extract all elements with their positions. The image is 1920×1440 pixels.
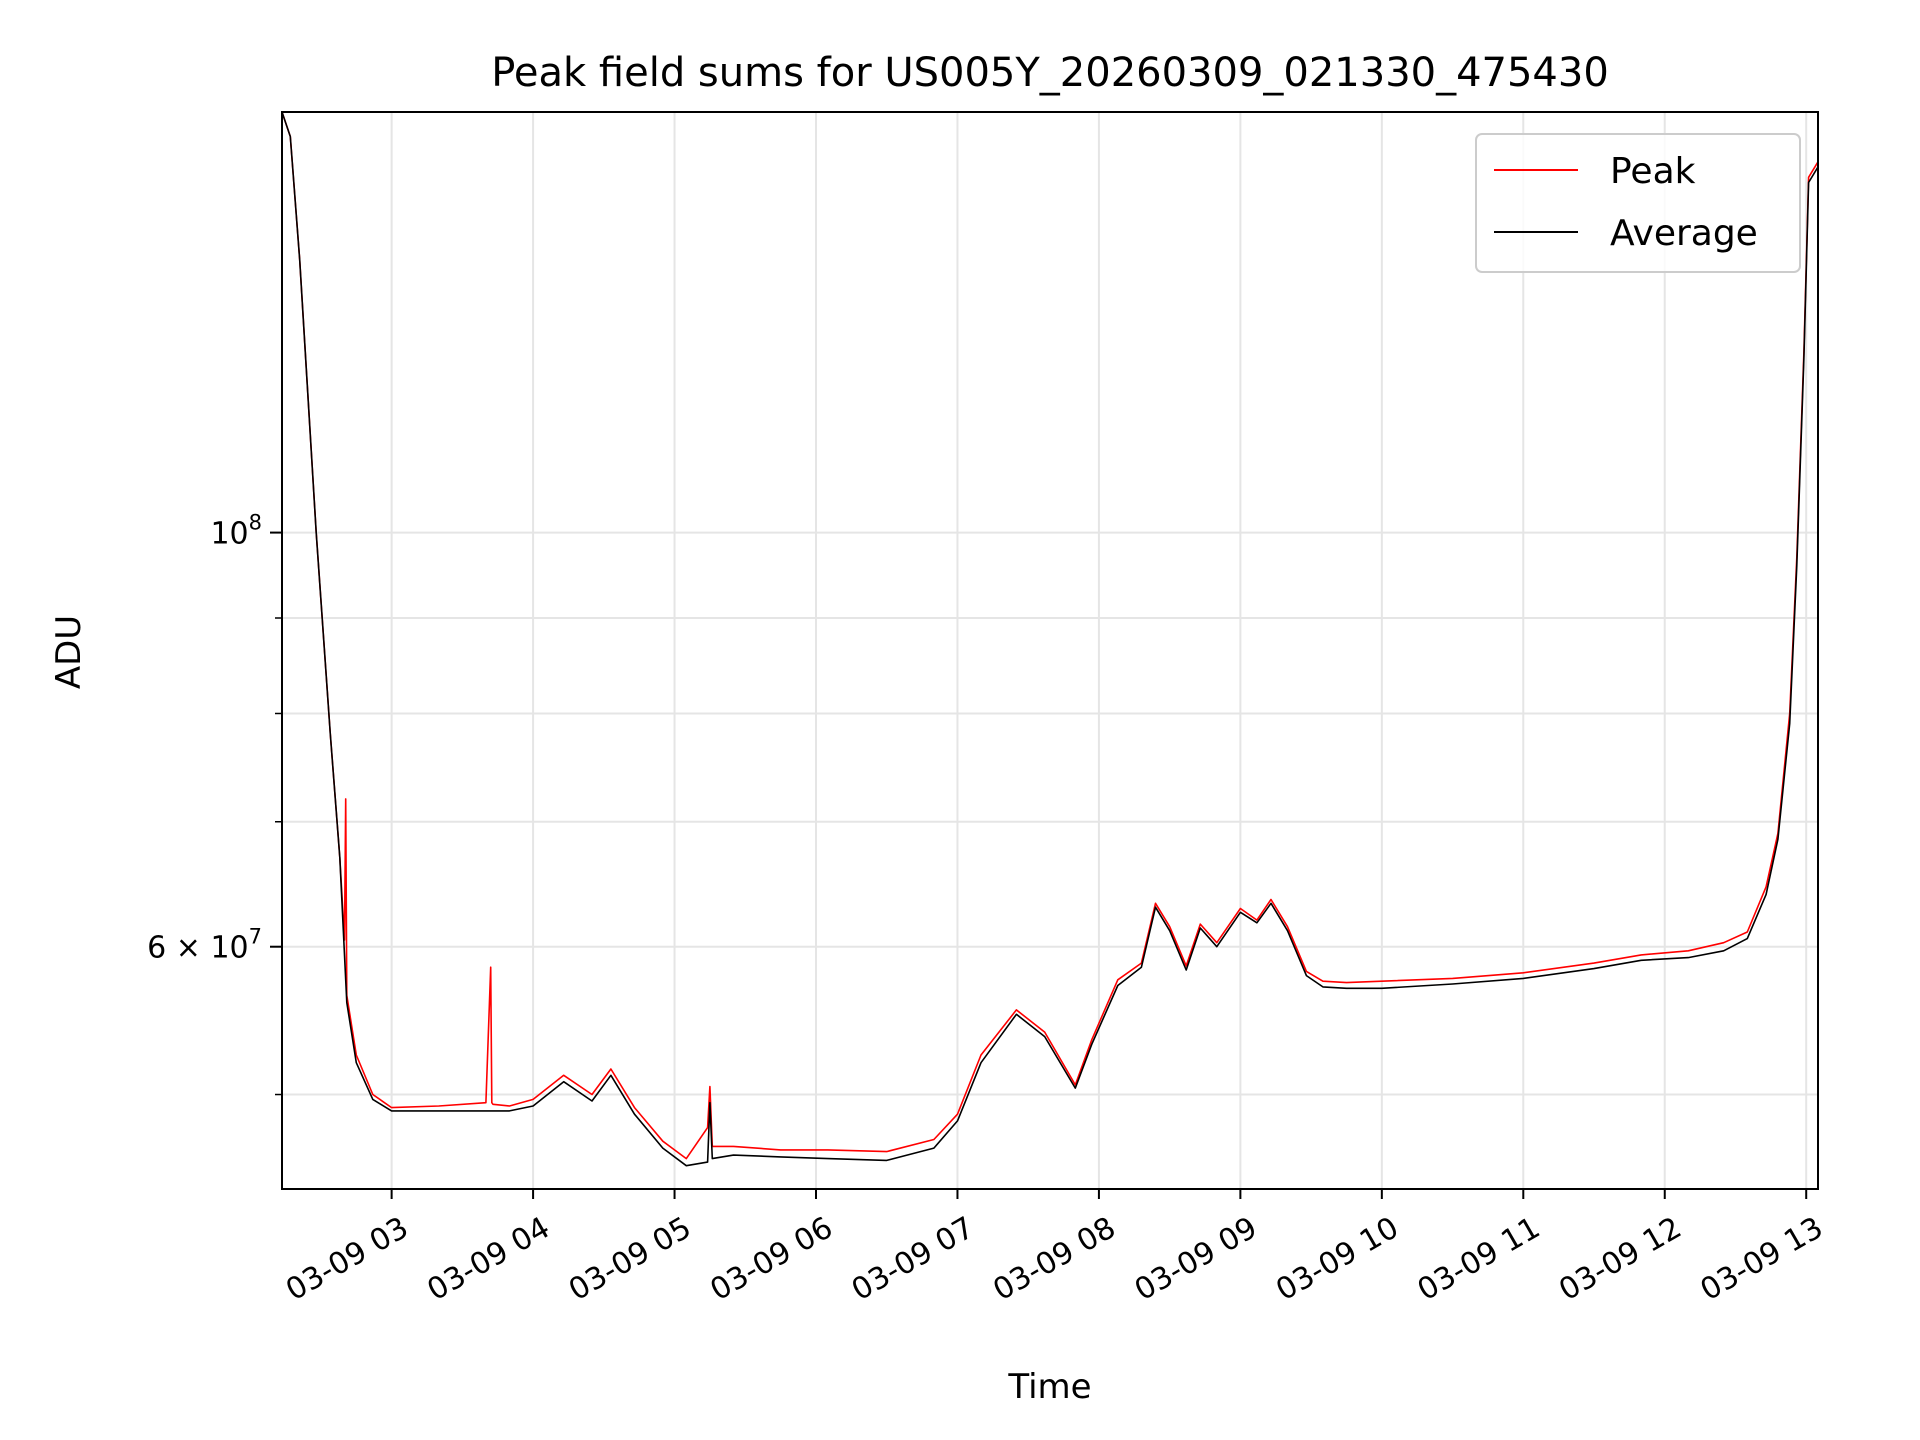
y-tick-exponent: 8 <box>249 511 262 535</box>
y-tick-times-sign: × <box>166 931 210 966</box>
y-tick-base: 10 <box>210 517 248 552</box>
y-tick-exponent: 7 <box>249 925 262 949</box>
legend: Peak Average <box>1475 133 1801 273</box>
y-tick-base: 10 <box>210 931 248 966</box>
y-axis-label: ADU <box>49 615 89 689</box>
grid-lines <box>282 112 1818 1189</box>
series-line-peak <box>282 112 1818 1160</box>
plot-frame <box>281 111 1819 1190</box>
x-axis-label: Time <box>1007 1367 1091 1407</box>
y-tick-label: 6 × 107 <box>147 925 262 966</box>
chart-title: Peak field sums for US005Y_20260309_0213… <box>491 50 1609 96</box>
y-tick-mantissa: 6 <box>147 931 166 966</box>
legend-label-peak: Peak <box>1610 151 1696 192</box>
series-line-average <box>282 112 1818 1167</box>
legend-box <box>1475 133 1801 273</box>
legend-label-average: Average <box>1610 213 1758 254</box>
y-tick-label: 108 <box>210 511 262 552</box>
